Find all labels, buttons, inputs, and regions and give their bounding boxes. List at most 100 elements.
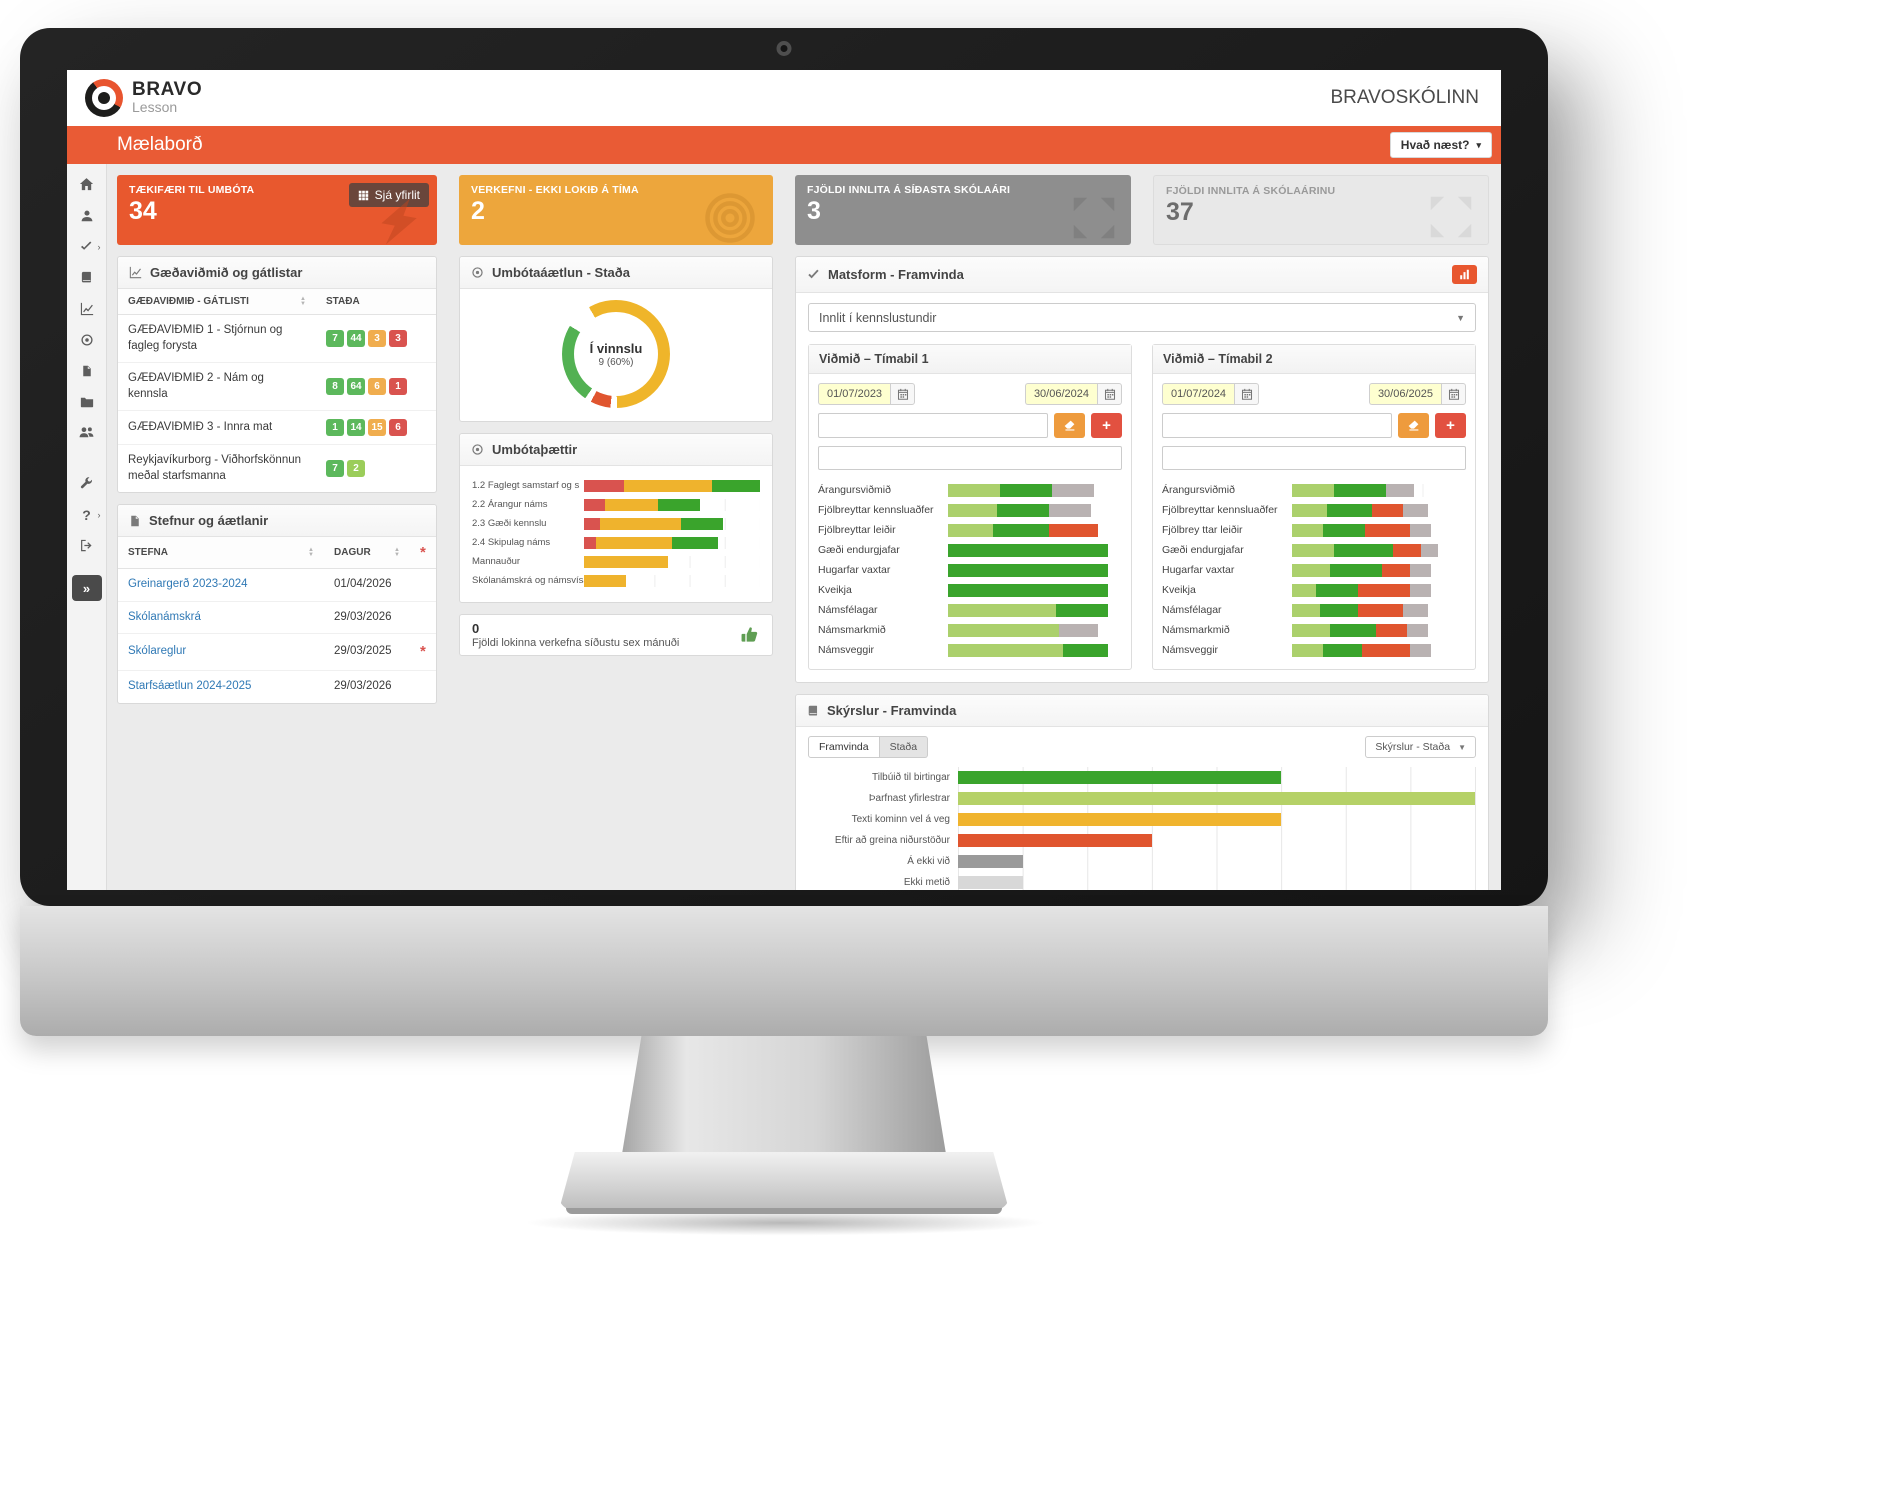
sidebar-item-folder[interactable] — [67, 386, 107, 417]
factor-label: 2.4 Skipulag náms — [472, 537, 551, 548]
reports-select[interactable]: Skýrslur - Staða ▼ — [1365, 736, 1476, 758]
bar-segment — [584, 517, 600, 530]
tab-framvinda[interactable]: Framvinda — [808, 736, 880, 758]
calendar-icon — [1104, 388, 1116, 400]
chart-view-button[interactable] — [1452, 265, 1477, 284]
add-button[interactable]: + — [1435, 413, 1466, 438]
factor-label: 1.2 Faglegt samstarf og s — [472, 480, 580, 491]
date-from-input[interactable]: 01/07/2023 — [818, 383, 891, 405]
bar-segment — [680, 517, 724, 530]
completed-text: 0 Fjöldi lokinna verkefna síðustu sex má… — [472, 621, 679, 649]
criteria-bar — [948, 623, 1122, 637]
panel-search-input[interactable] — [1162, 446, 1466, 470]
policy-flag-cell — [410, 671, 436, 703]
panel-search-input[interactable] — [818, 446, 1122, 470]
calendar-button[interactable] — [890, 383, 916, 405]
matsform-select[interactable]: Innlit í kennslustundir ▼ — [808, 303, 1476, 332]
eraser-button[interactable] — [1054, 413, 1085, 438]
status-badges: 8 64 6 1 — [316, 362, 436, 412]
date-from-field: 01/07/2024 — [1162, 383, 1260, 405]
bar-segment — [948, 543, 1109, 557]
policies-card: Stefnur og áætlanir STEFNA ▲ ▼ — [117, 504, 437, 704]
criteria-label: Námsveggir — [1162, 644, 1219, 656]
factor-row: 2.2 Árangur náms — [472, 495, 760, 514]
monitor-chin — [20, 906, 1548, 1036]
column-header-gatlisti[interactable]: GÆÐAVIÐMIÐ - GÁTLISTI ▲ ▼ — [118, 289, 316, 315]
column-header-dagur[interactable]: DAGUR ▲ ▼ — [324, 537, 410, 570]
date-to-input[interactable]: 30/06/2025 — [1368, 383, 1441, 405]
factor-label: 2.2 Árangur náms — [472, 499, 548, 510]
bar-segment — [1292, 543, 1334, 557]
criteria-bar — [1292, 483, 1466, 497]
kpi-value: 37 — [1166, 198, 1194, 226]
chart-line-icon — [129, 266, 142, 279]
bar-segment — [584, 498, 606, 511]
improvement-factors-card: Umbótaþættir 1.2 Faglegt samstarf og s 2.… — [459, 433, 773, 603]
calendar-button[interactable] — [1097, 383, 1122, 405]
sidebar-item-help[interactable]: ? › — [67, 499, 107, 530]
sidebar-item-home[interactable] — [67, 169, 107, 200]
bar-segment — [1292, 523, 1324, 537]
bar-segment — [948, 583, 1109, 597]
sidebar-item-file[interactable] — [67, 355, 107, 386]
completed-tasks-card: 0 Fjöldi lokinna verkefna síðustu sex má… — [459, 614, 773, 656]
sidebar-item-chart[interactable] — [67, 293, 107, 324]
sort-icon: ▲ ▼ — [308, 546, 314, 558]
criteria-row: Gæði endurgjafar — [818, 540, 1122, 560]
panel-title: Viðmið – Tímabil 2 — [1153, 345, 1475, 374]
date-to-field: 30/06/2025 — [1368, 383, 1466, 405]
filter-row: + — [1162, 413, 1466, 438]
calendar-button[interactable] — [1234, 383, 1260, 405]
report-bar — [958, 813, 1282, 826]
bar-segment — [657, 498, 701, 511]
kpi-label: FJÖLDI INNLITA Á SKÓLAÁRINU — [1166, 185, 1336, 197]
whats-next-button[interactable]: Hvað næst? ▾ — [1389, 132, 1492, 158]
table-row: Greinargerð 2023-2024 01/04/2026 — [118, 568, 436, 602]
criteria-bar — [1292, 583, 1466, 597]
policy-flag-cell — [410, 601, 436, 635]
sidebar-item-signout[interactable] — [67, 530, 107, 561]
factor-bar — [584, 536, 760, 549]
monitor-shadow — [515, 1214, 1055, 1236]
bar-segment — [1330, 623, 1376, 637]
criteria-label: Fjölbrey ttar leiðir — [1162, 524, 1243, 536]
report-bar-track — [958, 788, 1476, 809]
bar-segment — [948, 503, 997, 517]
sidebar-item-records[interactable] — [67, 324, 107, 355]
factor-label: 2.3 Gæði kennslu — [472, 518, 547, 529]
policy-link[interactable]: Starfsáætlun 2024-2025 — [128, 680, 252, 693]
matsform-card: Matsform - Framvinda Innlit í kennslustu… — [795, 256, 1489, 683]
sidebar-collapse-button[interactable]: » — [71, 575, 102, 601]
calendar-button[interactable] — [1441, 383, 1466, 405]
column-header-stefna[interactable]: STEFNA ▲ ▼ — [118, 537, 324, 570]
eraser-button[interactable] — [1398, 413, 1429, 438]
bravo-logo-icon — [85, 79, 123, 117]
status-badge: 1 — [326, 419, 344, 437]
status-badge: 8 — [326, 378, 344, 396]
criteria-label: Námsfélagar — [1162, 604, 1222, 616]
date-from-input[interactable]: 01/07/2024 — [1162, 383, 1235, 405]
sidebar-item-tasks[interactable]: › — [67, 231, 107, 262]
sidebar-item-user[interactable] — [67, 200, 107, 231]
quality-row-label: Reykjavíkurborg - Viðhorfskönnun meðal s… — [128, 454, 302, 482]
reports-card: Skýrslur - Framvinda Framvinda Staða — [795, 694, 1489, 890]
sidebar-item-wrench[interactable] — [67, 468, 107, 499]
policy-link[interactable]: Skólanámskrá — [128, 610, 201, 623]
bar-segment — [1361, 643, 1411, 657]
add-button[interactable]: + — [1091, 413, 1122, 438]
card-title: Umbótaáætlun - Staða — [492, 265, 630, 280]
see-overview-button[interactable]: Sjá yfirlit — [348, 183, 429, 207]
bar-segment — [1410, 583, 1432, 597]
sidebar-item-users[interactable] — [67, 417, 107, 448]
sidebar-item-book[interactable] — [67, 262, 107, 293]
tab-stada[interactable]: Staða — [879, 736, 929, 758]
bar-chart-icon — [1460, 269, 1469, 280]
date-to-input[interactable]: 30/06/2024 — [1024, 383, 1097, 405]
report-category-label: Tilbúið til birtingar — [872, 772, 950, 783]
bar-segment — [584, 479, 625, 492]
criteria-row: Hugarfar vaxtar — [818, 560, 1122, 580]
policy-link[interactable]: Greinargerð 2023-2024 — [128, 578, 248, 591]
panel-filter-input[interactable] — [1162, 413, 1392, 438]
panel-filter-input[interactable] — [818, 413, 1048, 438]
policy-link[interactable]: Skólareglur — [128, 645, 187, 658]
